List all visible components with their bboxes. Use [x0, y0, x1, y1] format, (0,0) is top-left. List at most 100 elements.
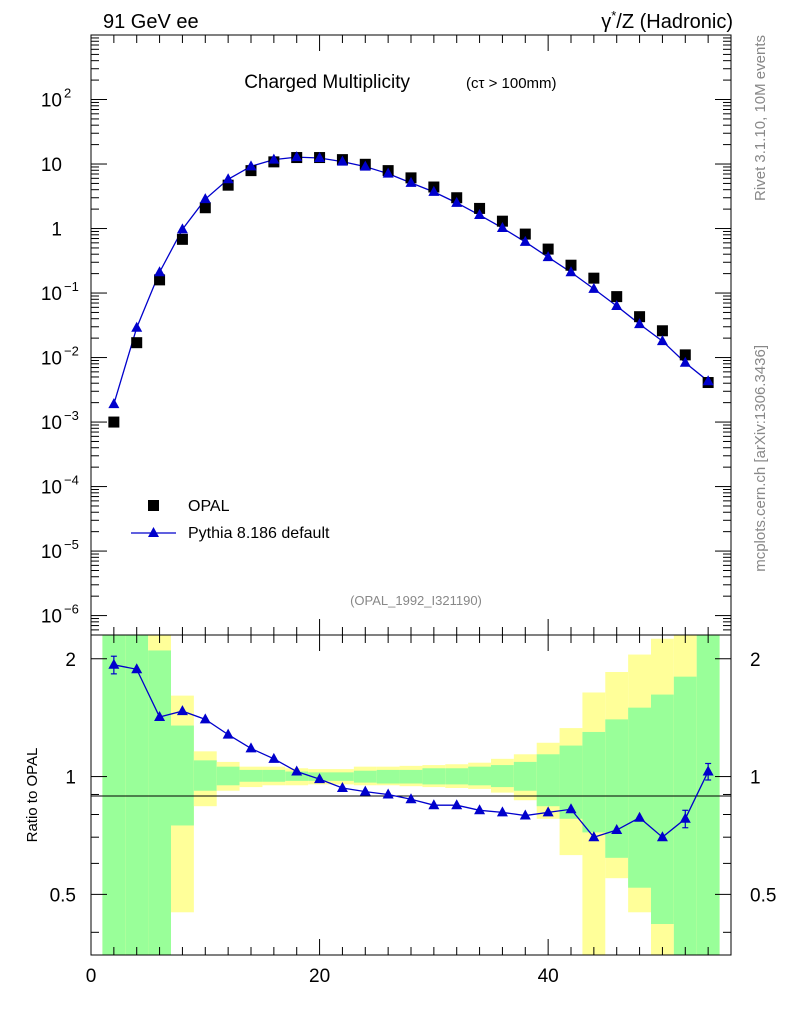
- ratio-ylabel: Ratio to OPAL: [24, 748, 41, 843]
- ratio-uncertainty-bands: [102, 635, 720, 955]
- legend-opal-marker: [148, 500, 159, 511]
- ratio-point: [405, 793, 417, 804]
- pythia-point: [222, 173, 234, 184]
- y-tick-label: 10: [41, 413, 62, 434]
- y-tick-label: 10: [41, 607, 62, 628]
- analysis-tag: (OPAL_1992_I321190): [350, 593, 482, 608]
- ratio-panel: 0.5 0.5 1 1 2 2 0 20 40 Ratio to OPAL: [24, 634, 777, 987]
- x-tick-label: 40: [538, 966, 559, 987]
- pythia-point: [405, 176, 417, 187]
- band-inner: [582, 731, 606, 833]
- band-inner: [696, 635, 720, 955]
- ratio-point: [634, 811, 646, 822]
- band-inner: [376, 769, 400, 784]
- ratio-y-tick-label-right: 0.5: [750, 885, 776, 906]
- ratio-point: [611, 824, 623, 835]
- chart-title: Charged Multiplicity: [244, 72, 410, 93]
- ratio-point: [519, 809, 531, 820]
- band-inner: [399, 769, 423, 784]
- main-frame: [90, 34, 732, 636]
- band-inner: [102, 635, 126, 955]
- band-inner: [468, 766, 491, 786]
- y-tick-label: 10: [41, 155, 62, 176]
- opal-point: [679, 349, 691, 361]
- band-inner: [285, 771, 309, 781]
- ratio-y-tick-label: 0.5: [50, 885, 76, 906]
- opal-point: [474, 202, 486, 214]
- band-inner: [422, 768, 446, 785]
- side-label-rivet: Rivet 3.1.10, 10M events: [752, 35, 769, 201]
- opal-point: [611, 291, 623, 303]
- ratio-point: [359, 785, 371, 796]
- ratio-point: [131, 663, 143, 674]
- y-tick-label-exponent: −6: [64, 602, 79, 617]
- chart-title-sub: (cτ > 100mm): [466, 75, 557, 92]
- opal-point: [245, 165, 257, 177]
- band-inner: [491, 765, 514, 788]
- ratio-point: [451, 799, 463, 810]
- pythia-point: [199, 193, 211, 204]
- ratio-point: [588, 831, 600, 842]
- y-tick-label: 10: [41, 91, 62, 112]
- opal-point: [222, 179, 234, 191]
- band-inner: [559, 745, 583, 819]
- band-inner: [148, 650, 171, 955]
- ratio-point: [176, 705, 188, 716]
- ratio-y-tick-labels: 0.5 0.5 1 1 2 2: [50, 650, 777, 907]
- ratio-point: [245, 742, 257, 753]
- opal-point: [131, 337, 143, 349]
- ratio-point: [336, 781, 348, 792]
- opal-point: [496, 215, 508, 227]
- band-inner: [125, 635, 149, 955]
- opal-point: [656, 325, 668, 337]
- pythia-point: [382, 167, 394, 178]
- side-label-mcplots: mcplots.cern.ch [arXiv:1306.3436]: [752, 345, 769, 572]
- ratio-point: [474, 804, 486, 815]
- pythia-point: [565, 266, 577, 277]
- ratio-data-marks: [108, 655, 714, 842]
- ratio-point: [268, 752, 280, 763]
- pythia-point: [131, 321, 143, 332]
- opal-point: [542, 243, 554, 255]
- y-tick-label-exponent: −5: [64, 537, 79, 552]
- band-inner: [605, 719, 629, 858]
- ratio-point: [656, 831, 668, 842]
- ratio-point: [382, 788, 394, 799]
- ratio-point: [108, 658, 120, 669]
- ratio-y-tick-label-right: 2: [750, 650, 761, 671]
- opal-point: [565, 259, 577, 271]
- header-left: 91 GeV ee: [103, 11, 199, 33]
- ratio-y-tick-label-right: 1: [750, 768, 761, 789]
- band-inner: [262, 769, 286, 782]
- x-tick-label: 0: [86, 966, 97, 987]
- pythia-point: [314, 151, 326, 162]
- opal-point: [588, 272, 600, 284]
- ratio-point: [702, 765, 714, 776]
- pythia-point: [451, 196, 463, 207]
- pythia-point: [519, 235, 531, 246]
- ratio-y-tick-label: 2: [65, 650, 76, 671]
- pythia-point: [588, 282, 600, 293]
- band-inner: [331, 772, 354, 781]
- opal-point: [634, 311, 646, 323]
- pythia-point: [702, 375, 714, 386]
- pythia-point: [245, 160, 257, 171]
- ratio-point: [154, 710, 166, 721]
- band-inner: [628, 707, 651, 888]
- pythia-line: [113, 156, 709, 405]
- header-right: γ*/Z (Hadronic): [601, 8, 733, 33]
- y-tick-label-exponent: 2: [64, 86, 71, 101]
- ratio-point: [314, 773, 326, 784]
- ratio-point: [496, 806, 508, 817]
- ratio-point: [291, 765, 303, 776]
- opal-point: [108, 416, 120, 428]
- ratio-point: [565, 803, 577, 814]
- ratio-point: [199, 713, 211, 724]
- pythia-point: [428, 185, 440, 196]
- y-tick-label-exponent: −4: [64, 473, 79, 488]
- ratio-point: [679, 812, 691, 823]
- y-tick-label-exponent: −3: [64, 408, 79, 423]
- main-data-marks: [108, 151, 714, 428]
